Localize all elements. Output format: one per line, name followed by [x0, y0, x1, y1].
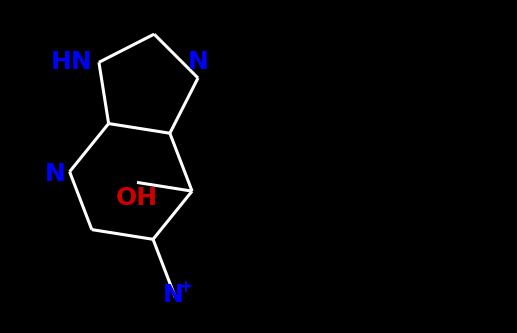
Text: +: + [178, 278, 192, 296]
Text: −: − [200, 330, 214, 333]
Text: OH: OH [116, 186, 158, 210]
Text: N: N [163, 283, 184, 307]
Text: N: N [45, 162, 66, 186]
Text: HN: HN [51, 50, 93, 74]
Text: N: N [188, 50, 208, 74]
